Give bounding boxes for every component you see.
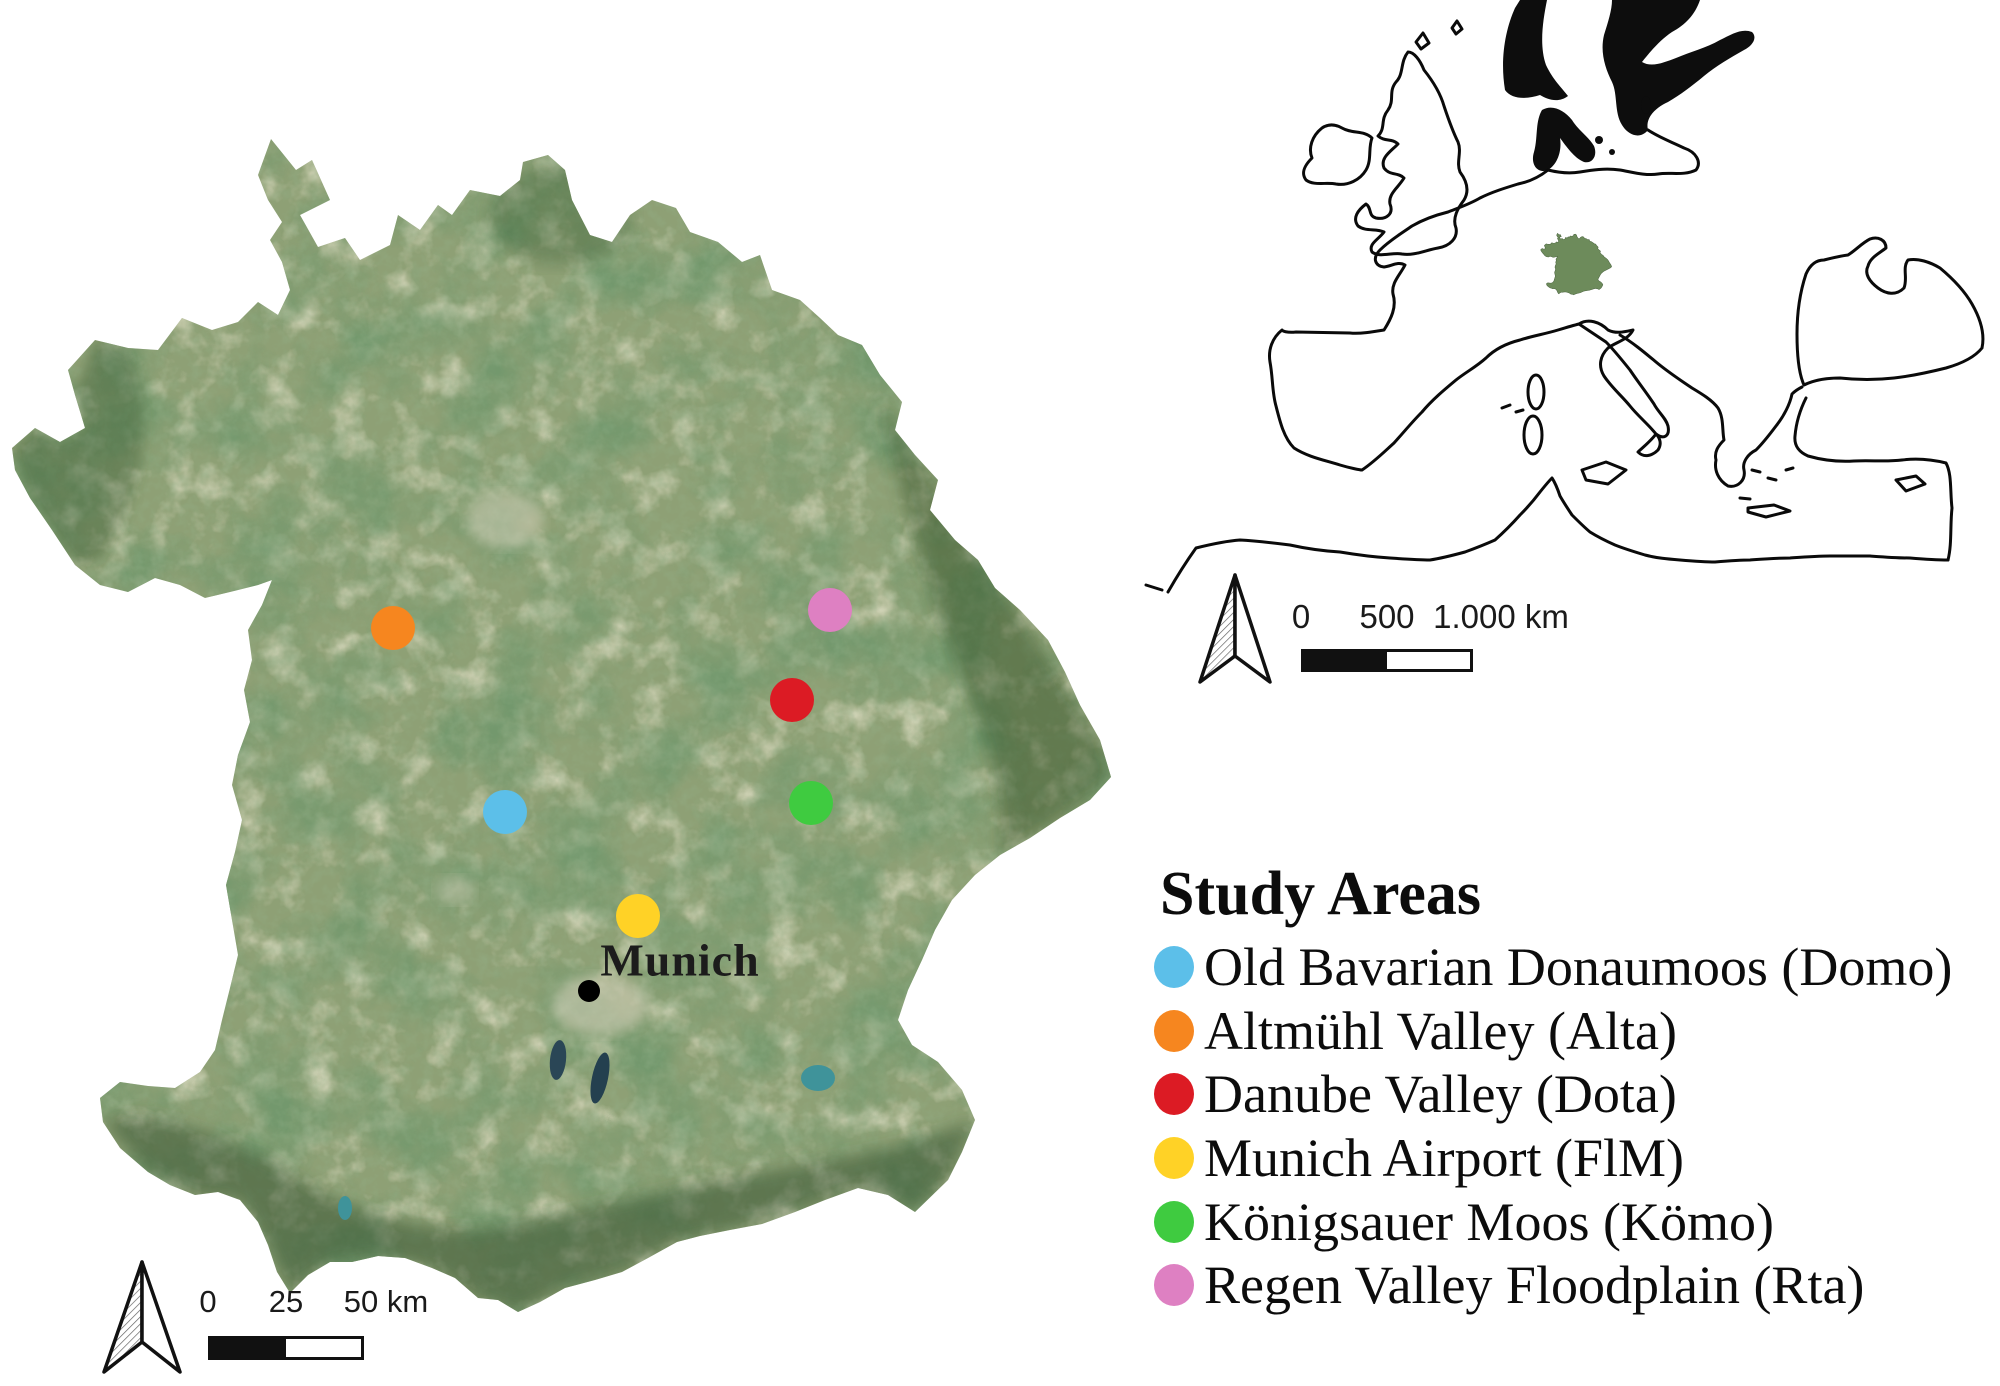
- lake-forggensee: [338, 1196, 352, 1220]
- inset-scale-bar: 0 500 1.000 km: [1292, 598, 1581, 672]
- aegean-islands-specks: [1738, 466, 1795, 501]
- munich-urban-patch: [552, 975, 648, 1035]
- sicily-outline: [1580, 460, 1628, 486]
- ireland-outline: [1302, 123, 1374, 186]
- scale-bar-rule: [1301, 649, 1473, 672]
- munich-label: Munich: [600, 934, 760, 986]
- study-area-marker-FlM: [616, 894, 660, 938]
- scale-tick-label: 500: [1359, 598, 1415, 635]
- lake-ammersee: [549, 1040, 567, 1080]
- scale-tick-label: 0: [1291, 598, 1311, 635]
- augsburg-urban-patch: [435, 876, 475, 904]
- continent-coastline: [1268, 128, 1700, 472]
- legend-swatch-icon: [1154, 1073, 1194, 1116]
- study-area-marker-Rta: [808, 588, 852, 632]
- crete-outline: [1746, 503, 1792, 519]
- legend-item: Königsauer Moos (Kömo): [1154, 1190, 1984, 1254]
- lake-starnberg: [590, 1052, 610, 1104]
- legend-title: Study Areas: [1160, 860, 1481, 928]
- munich-city-marker: [578, 980, 600, 1002]
- legend-list: Old Bavarian Donaumoos (Domo) Altmühl Va…: [1154, 935, 1984, 1317]
- scale-bar-rule: [208, 1336, 364, 1360]
- legend: Study Areas Old Bavarian Donaumoos (Domo…: [1154, 860, 1984, 1317]
- legend-item: Old Bavarian Donaumoos (Domo): [1154, 935, 1984, 999]
- legend-item-label: Königsauer Moos (Kömo): [1204, 1191, 1774, 1252]
- balearics-specks: [1500, 403, 1525, 414]
- scandinavia-landmass: [1503, 0, 1755, 171]
- nuremberg-urban-patch: [467, 492, 543, 548]
- legend-item-label: Munich Airport (FlM): [1204, 1128, 1684, 1188]
- scale-tick-label: 50 km: [343, 1284, 429, 1319]
- legend-item: Altmühl Valley (Alta): [1154, 999, 1984, 1063]
- legend-item-label: Altmühl Valley (Alta): [1204, 1000, 1677, 1061]
- lake-chiemsee: [801, 1065, 835, 1091]
- africa-coastline: [1166, 476, 1950, 594]
- madeira-dash: [1144, 583, 1164, 592]
- great-britain-outline: [1354, 50, 1469, 257]
- study-area-marker-layer: [371, 588, 852, 938]
- study-area-marker-Alta: [371, 606, 415, 650]
- spessart-shading: [12, 340, 144, 565]
- italy-outline: [1577, 319, 1670, 458]
- legend-item-label: Danube Valley (Dota): [1204, 1064, 1677, 1125]
- study-area-marker-Dota: [770, 678, 814, 722]
- legend-swatch-icon: [1154, 945, 1194, 988]
- legend-item: Regen Valley Floodplain (Rta): [1154, 1254, 1984, 1318]
- study-area-marker-Domo: [483, 790, 527, 834]
- cyprus-outline: [1894, 474, 1927, 493]
- scale-tick-label: 1.000 km: [1433, 598, 1569, 635]
- study-area-marker-Komo: [789, 781, 833, 825]
- scale-tick-label: 25: [268, 1284, 304, 1319]
- alps-shading: [103, 1115, 975, 1312]
- franconia-forest-shading: [490, 165, 630, 265]
- legend-item: Danube Valley (Dota): [1154, 1062, 1984, 1126]
- balkan-greece-outline: [1618, 333, 1804, 488]
- bavaria-terrain: [12, 139, 1111, 1312]
- bavaria-inset-highlight: [1540, 233, 1612, 296]
- legend-swatch-icon: [1154, 1009, 1194, 1052]
- north-arrow-icon: [1198, 573, 1272, 684]
- scotland-isles-specks: [1414, 19, 1464, 51]
- europe-inset-map: [1144, 0, 1985, 684]
- north-arrow-icon: [102, 1260, 182, 1374]
- legend-item-label: Regen Valley Floodplain (Rta): [1204, 1255, 1865, 1316]
- legend-item-label: Old Bavarian Donaumoos (Domo): [1204, 936, 1953, 997]
- legend-item: Munich Airport (FlM): [1154, 1126, 1984, 1190]
- anatolia-outline: [1793, 396, 1954, 562]
- main-scale-bar: 0 25 50 km: [199, 1284, 468, 1360]
- legend-swatch-icon: [1154, 1264, 1194, 1307]
- sardinia-outline: [1522, 414, 1544, 456]
- scale-tick-label: 0: [199, 1284, 217, 1319]
- legend-swatch-icon: [1154, 1200, 1194, 1243]
- legend-swatch-icon: [1154, 1137, 1194, 1179]
- corsica-outline: [1526, 373, 1546, 411]
- bavaria-map: [12, 139, 1111, 1374]
- black-sea-outline: [1795, 236, 1985, 387]
